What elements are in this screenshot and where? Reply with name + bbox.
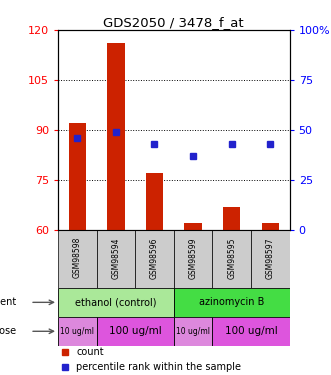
Bar — [97, 317, 174, 346]
Text: GSM98594: GSM98594 — [111, 237, 120, 279]
Text: GSM98595: GSM98595 — [227, 237, 236, 279]
Bar — [107, 44, 124, 230]
Text: GSM98598: GSM98598 — [73, 237, 82, 279]
Bar — [58, 317, 97, 346]
Text: 100 ug/ml: 100 ug/ml — [109, 326, 162, 336]
Text: count: count — [76, 347, 104, 357]
Text: azinomycin B: azinomycin B — [199, 297, 264, 307]
Bar — [174, 317, 213, 346]
Text: percentile rank within the sample: percentile rank within the sample — [76, 362, 241, 372]
Text: GSM98597: GSM98597 — [266, 237, 275, 279]
Text: GSM98596: GSM98596 — [150, 237, 159, 279]
Bar — [174, 288, 290, 317]
Bar — [261, 224, 279, 230]
Bar — [251, 230, 290, 288]
Bar — [213, 230, 251, 288]
Bar — [135, 230, 174, 288]
Text: GSM98599: GSM98599 — [189, 237, 198, 279]
Text: agent: agent — [0, 297, 16, 307]
Title: GDS2050 / 3478_f_at: GDS2050 / 3478_f_at — [104, 16, 244, 29]
Bar — [213, 317, 290, 346]
Text: ethanol (control): ethanol (control) — [75, 297, 157, 307]
Bar — [223, 207, 240, 230]
Text: dose: dose — [0, 326, 16, 336]
Bar — [58, 230, 97, 288]
Text: 10 ug/ml: 10 ug/ml — [60, 327, 94, 336]
Bar — [97, 230, 135, 288]
Bar — [184, 224, 202, 230]
Text: 100 ug/ml: 100 ug/ml — [225, 326, 277, 336]
Bar — [146, 173, 163, 230]
Text: 10 ug/ml: 10 ug/ml — [176, 327, 210, 336]
Bar — [69, 123, 86, 230]
Bar — [174, 230, 213, 288]
Bar — [58, 288, 174, 317]
